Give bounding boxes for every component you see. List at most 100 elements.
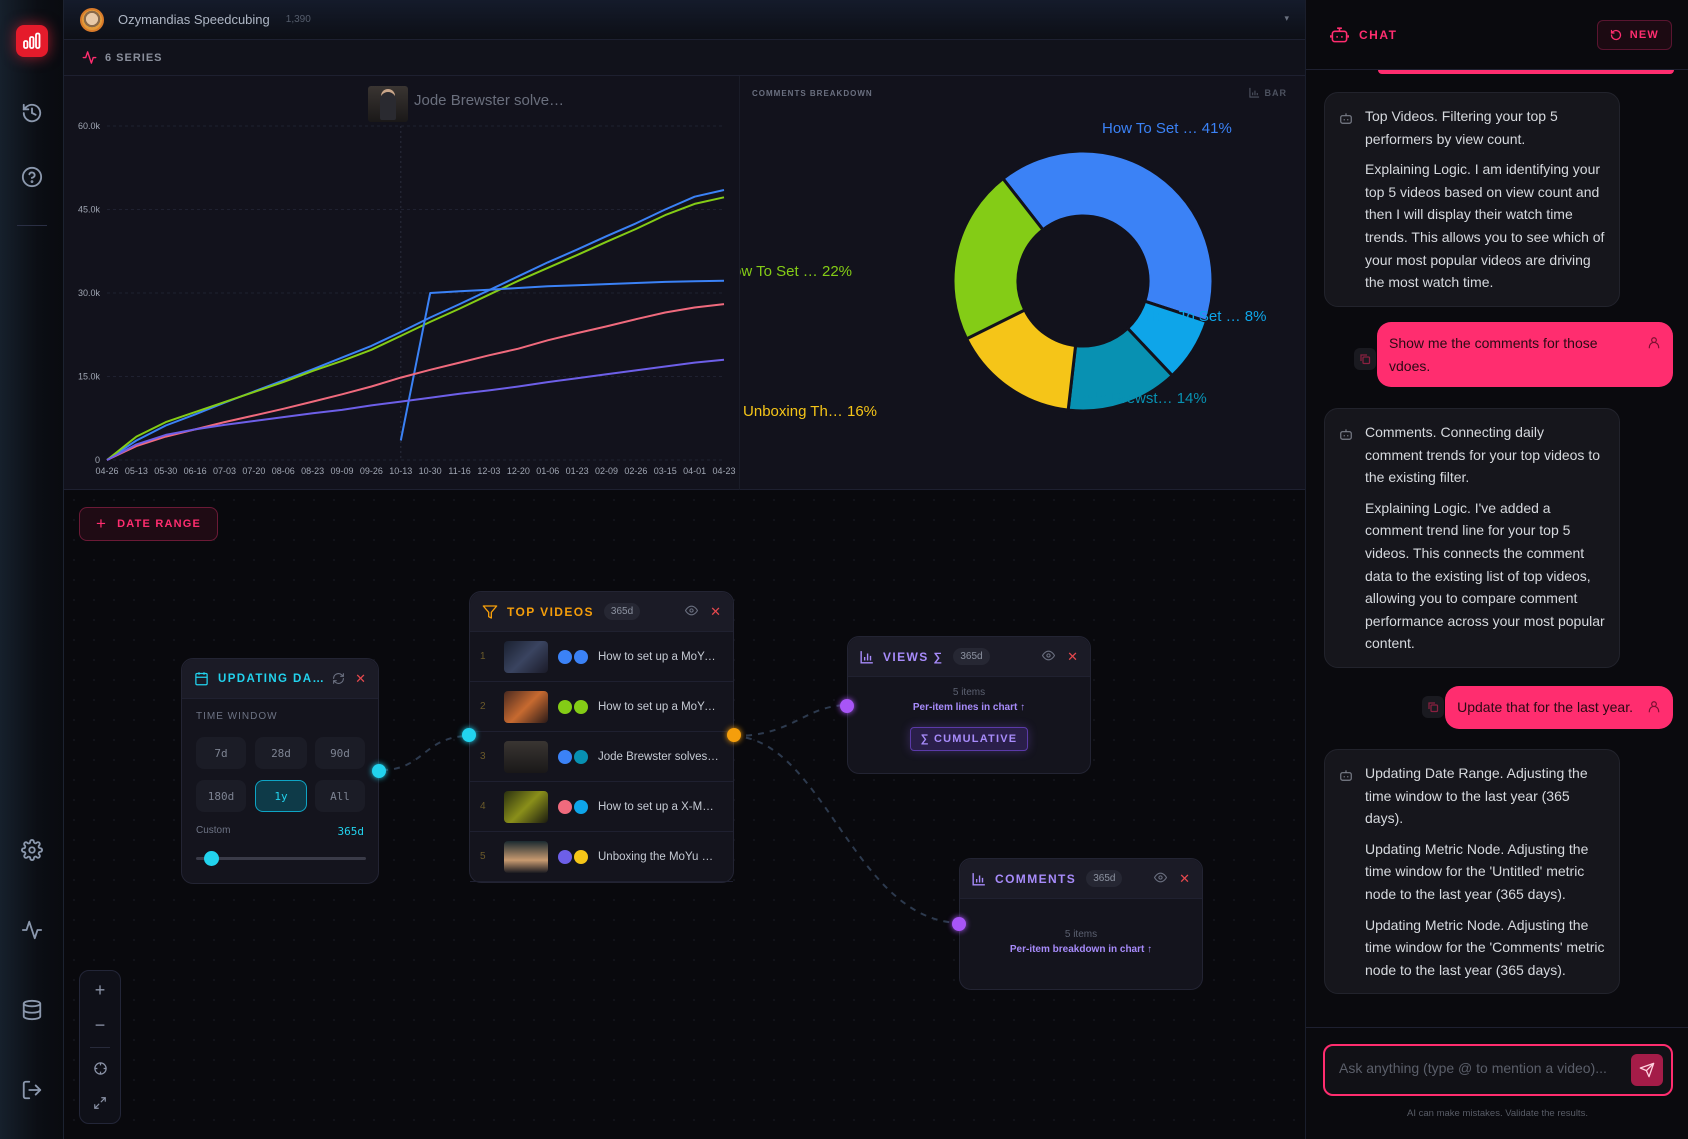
slider-thumb[interactable] (204, 851, 219, 866)
node-header[interactable]: VIEWS ∑ 365d ✕ (848, 637, 1090, 677)
per-item-note: Per-item breakdown in chart ↑ (1009, 944, 1153, 955)
custom-label: Custom (196, 825, 231, 836)
flow-canvas[interactable]: + DATE RANGE UPDATING DA… ✕ (64, 490, 1305, 1139)
eye-icon[interactable] (1154, 871, 1168, 887)
fit-view-button[interactable] (80, 1053, 120, 1083)
video-row[interactable]: 4 How to set up a X-Ma… (470, 782, 733, 832)
database-icon[interactable] (20, 998, 44, 1022)
line-chart[interactable]: 0 15.0k 30.0k 45.0k 60.0k 04-26 05-13 05-30 06-1… (64, 76, 740, 490)
channel-subscriber-count: 1,390 (285, 14, 311, 25)
svg-text:05-30: 05-30 (154, 466, 177, 476)
donut-chart[interactable]: How To Set … 41% How To Set … 8% Jode Brew… (740, 76, 1305, 490)
svg-text:How To Set … 41%: How To Set … 41% (1102, 120, 1232, 137)
svg-text:06-16: 06-16 (184, 466, 207, 476)
node-header[interactable]: UPDATING DA… ✕ (182, 659, 378, 699)
video-thumbnail (504, 640, 548, 673)
node-title: COMMENTS (995, 871, 1077, 886)
logout-icon[interactable] (20, 1078, 44, 1102)
input-port[interactable] (952, 917, 966, 931)
assistant-message: Updating Date Range. Adjusting the time … (1324, 749, 1620, 995)
time-window-90d[interactable]: 90d (315, 737, 365, 769)
gear-icon[interactable] (20, 838, 44, 862)
main-area: Ozymandias Speedcubing 1,390 ▾ 6 SERIES … (64, 0, 1305, 1139)
time-window-1y[interactable]: 1y (255, 780, 307, 812)
divider (90, 1047, 110, 1048)
copy-icon[interactable] (1422, 696, 1444, 718)
node-header[interactable]: COMMENTS 365d ✕ (960, 859, 1202, 899)
assistant-message: Comments. Connecting daily comment trend… (1324, 408, 1620, 668)
svg-text:01-23: 01-23 (566, 466, 589, 476)
help-circle-icon[interactable] (20, 165, 44, 189)
video-row[interactable]: 1 How to set up a MoYu… (470, 632, 733, 682)
time-window-all[interactable]: All (315, 780, 365, 812)
eye-icon[interactable] (685, 604, 699, 620)
svg-text:Jode Brewst… 14%: Jode Brewst… 14% (1075, 390, 1207, 407)
output-port[interactable] (372, 764, 386, 778)
add-date-range-button[interactable]: + DATE RANGE (79, 507, 219, 541)
svg-text:07-03: 07-03 (213, 466, 236, 476)
send-button[interactable] (1631, 1054, 1663, 1086)
time-window-180d[interactable]: 180d (196, 780, 246, 812)
custom-days-slider[interactable] (196, 851, 366, 866)
fullscreen-button[interactable] (80, 1088, 120, 1118)
top-videos-node[interactable]: TOP VIDEOS 365d ✕ 1 How to set up a MoYu…… (462, 591, 741, 883)
close-icon[interactable]: ✕ (355, 670, 366, 686)
series-color-dot (558, 649, 572, 664)
video-title: How to set up a X-Ma… (598, 800, 720, 813)
copy-icon[interactable] (1354, 348, 1376, 370)
series-color-dot (558, 799, 572, 814)
refresh-icon[interactable] (332, 672, 345, 685)
line-chart-panel[interactable]: Jode Brewster solve… 0 15.0k 30.0k 45.0k 60.… (64, 76, 740, 490)
new-chat-label: NEW (1629, 29, 1659, 41)
zoom-in-button[interactable]: + (94, 979, 106, 1000)
chat-input[interactable] (1339, 1060, 1609, 1076)
time-window-7d[interactable]: 7d (196, 737, 246, 769)
new-chat-button[interactable]: NEW (1596, 20, 1672, 50)
zoom-out-button[interactable]: − (94, 1014, 106, 1035)
send-icon (1639, 1062, 1655, 1078)
video-rank: 3 (480, 751, 486, 762)
ai-disclaimer: AI can make mistakes. Validate the resul… (1407, 1108, 1588, 1119)
svg-text:02-26: 02-26 (624, 466, 647, 476)
close-icon[interactable]: ✕ (1179, 870, 1190, 886)
node-title: UPDATING DA… (218, 672, 326, 685)
svg-text:08-06: 08-06 (272, 466, 295, 476)
video-thumbnail (504, 740, 548, 773)
chat-messages[interactable]: Top Videos. Filtering your top 5 perform… (1306, 70, 1688, 1025)
bar-toggle-button[interactable]: BAR (1248, 87, 1288, 98)
comments-metric-node[interactable]: COMMENTS 365d ✕ 5 items Per-item breakdo… (952, 858, 1203, 990)
time-badge: 365d (953, 648, 990, 665)
eye-icon[interactable] (1042, 649, 1056, 665)
views-metric-node[interactable]: VIEWS ∑ 365d ✕ 5 items Per-item lines in… (840, 636, 1091, 774)
input-port[interactable] (840, 699, 854, 713)
svg-text:10-13: 10-13 (389, 466, 412, 476)
input-port[interactable] (462, 728, 476, 742)
video-title: How to set up a MoYu… (598, 700, 720, 713)
pie-chart-panel: COMMENTS BREAKDOWN BAR How To Set … 41% H… (740, 76, 1305, 490)
svg-text:Unboxing Th… 16%: Unboxing Th… 16% (743, 403, 877, 420)
date-range-node[interactable]: UPDATING DA… ✕ TIME WINDOW 7d 28d 90d 18… (181, 658, 386, 884)
video-row[interactable]: 2 How to set up a MoYu… (470, 682, 733, 732)
close-icon[interactable]: ✕ (1067, 648, 1078, 664)
series-color-dot (574, 649, 588, 664)
time-window-label: TIME WINDOW (196, 711, 278, 722)
video-rank: 1 (480, 651, 486, 662)
chart-header: 6 SERIES (64, 40, 1305, 76)
output-port[interactable] (727, 728, 741, 742)
video-rank: 5 (480, 851, 486, 862)
time-window-28d[interactable]: 28d (255, 737, 307, 769)
video-row[interactable]: 5 Unboxing the MoYu W… (470, 832, 733, 882)
analytics-logo-icon[interactable] (16, 25, 48, 57)
video-row[interactable]: 3 Jode Brewster solves … (470, 732, 733, 782)
channel-selector[interactable]: Ozymandias Speedcubing 1,390 ▾ (64, 0, 1305, 40)
cumulative-toggle-button[interactable]: ∑ CUMULATIVE (909, 727, 1029, 751)
series-color-dot (574, 699, 588, 714)
chevron-down-icon[interactable]: ▾ (1284, 13, 1289, 23)
history-icon[interactable] (20, 101, 44, 125)
series-color-dot (574, 799, 588, 814)
items-count: 5 items (952, 687, 986, 698)
activity-icon[interactable] (20, 918, 44, 942)
close-icon[interactable]: ✕ (710, 603, 721, 619)
channel-name: Ozymandias Speedcubing (118, 12, 270, 27)
node-header[interactable]: TOP VIDEOS 365d ✕ (470, 592, 733, 632)
